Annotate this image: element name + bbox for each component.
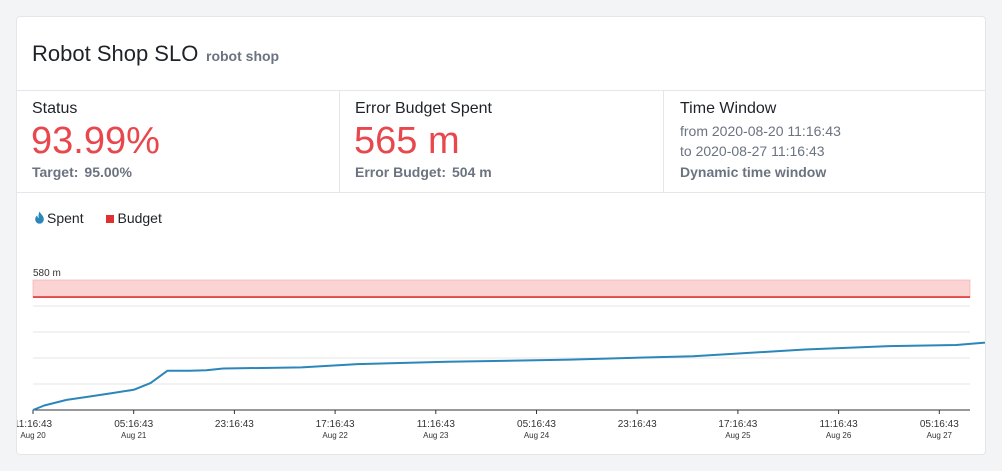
x-tick-date: Aug 25 xyxy=(725,431,751,440)
status-target: Target: 95.00% xyxy=(32,164,132,180)
error-budget-value: 565 m xyxy=(354,120,460,162)
error-budget-label: Error Budget: xyxy=(355,164,446,180)
x-tick-time: 11:16:43 xyxy=(17,419,53,430)
legend-spent-label: Spent xyxy=(47,210,84,227)
budget-band xyxy=(32,279,971,298)
legend-budget[interactable]: Budget xyxy=(105,210,162,227)
legend-spent[interactable]: Spent xyxy=(34,210,84,226)
flame-icon xyxy=(35,211,44,224)
time-window-mode: Dynamic time window xyxy=(680,164,827,180)
x-tick-time: 05:16:43 xyxy=(920,419,959,430)
slo-panel: Robot Shop SLO robot shop Status 93.99% … xyxy=(16,16,986,455)
time-window-from: from 2020-08-20 11:16:43 xyxy=(680,123,841,139)
y-tick-label: 580 m xyxy=(33,268,61,279)
x-tick-time: 23:16:43 xyxy=(618,419,657,430)
x-tick-time: 05:16:43 xyxy=(114,419,153,430)
x-tick-date: Aug 24 xyxy=(524,431,550,440)
spent-series-line xyxy=(32,341,985,411)
x-tick-date: Aug 27 xyxy=(927,431,953,440)
x-tick-date: Aug 22 xyxy=(322,431,348,440)
square-icon xyxy=(106,215,115,224)
x-tick-date: Aug 23 xyxy=(423,431,449,440)
x-tick-date: Aug 20 xyxy=(20,431,46,440)
status-stat: Status 93.99% Target: 95.00% xyxy=(17,91,339,192)
time-window-to: to 2020-08-27 11:16:43 xyxy=(680,143,825,159)
x-tick-time: 11:16:43 xyxy=(417,419,456,430)
error-budget-amount: 504 m xyxy=(452,164,492,180)
error-budget-stat: Error Budget Spent 565 m Error Budget: 50… xyxy=(339,91,663,192)
service-subtitle: robot shop xyxy=(206,48,280,64)
target-label: Target: xyxy=(32,164,79,180)
x-tick-time: 11:16:43 xyxy=(820,419,859,430)
x-tick-time: 05:16:43 xyxy=(517,419,556,430)
panel-header: Robot Shop SLO robot shop xyxy=(17,17,985,91)
status-value: 93.99% xyxy=(31,120,160,162)
page-title: Robot Shop SLO xyxy=(32,41,199,66)
x-tick-date: Aug 21 xyxy=(121,431,147,440)
target-value: 95.00% xyxy=(84,164,132,180)
x-tick-date: Aug 26 xyxy=(826,431,852,440)
status-title: Status xyxy=(32,100,78,117)
error-budget-title: Error Budget Spent xyxy=(355,100,492,117)
stats-row: Status 93.99% Target: 95.00% Error Budget… xyxy=(17,91,985,193)
legend-budget-label: Budget xyxy=(117,210,162,227)
chart-legend: Spent Budget xyxy=(34,209,180,226)
x-tick-time: 17:16:43 xyxy=(316,419,355,430)
x-tick-time: 23:16:43 xyxy=(215,419,254,430)
time-window-title: Time Window xyxy=(680,100,777,117)
time-window-stat: Time Window from 2020-08-20 11:16:43 to … xyxy=(663,91,985,192)
error-budget-info: Error Budget: 504 m xyxy=(355,164,492,180)
x-tick-time: 17:16:43 xyxy=(718,419,757,430)
